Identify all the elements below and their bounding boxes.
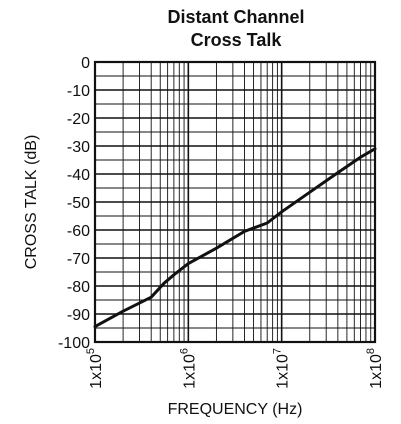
x-tick-label: 1x107 <box>272 348 292 389</box>
x-tick-label: 1x108 <box>365 348 385 389</box>
y-tick-label: -60 <box>67 223 90 240</box>
data-series <box>93 147 377 329</box>
y-tick-label: -90 <box>67 307 90 324</box>
chart-title-line-1: Distant Channel <box>167 7 304 27</box>
y-tick-label: -70 <box>67 251 90 268</box>
y-tick-label: -30 <box>67 139 90 156</box>
y-tick-label: -40 <box>67 167 90 184</box>
cross-talk-line <box>93 147 377 329</box>
y-axis-label: CROSS TALK (dB) <box>23 135 40 270</box>
x-tick-label: 1x106 <box>178 348 198 389</box>
x-tick-labels: 1x105 1x106 1x107 1x108 <box>85 348 385 389</box>
y-tick-label: -80 <box>67 279 90 296</box>
grid <box>94 61 375 343</box>
y-tick-label: -100 <box>58 335 90 352</box>
y-tick-labels: 0 -10 -20 -30 -40 -50 -60 -70 -80 -90 -100 <box>58 55 90 352</box>
y-tick-label: -10 <box>67 83 90 100</box>
plot-frame <box>93 60 377 344</box>
y-tick-label: 0 <box>81 55 90 72</box>
x-tick-label: 1x105 <box>85 348 105 389</box>
y-tick-label: -20 <box>67 111 90 128</box>
y-tick-label: -50 <box>67 195 90 212</box>
chart-title-line-2: Cross Talk <box>191 30 283 50</box>
x-axis-label: FREQUENCY (Hz) <box>168 401 303 418</box>
